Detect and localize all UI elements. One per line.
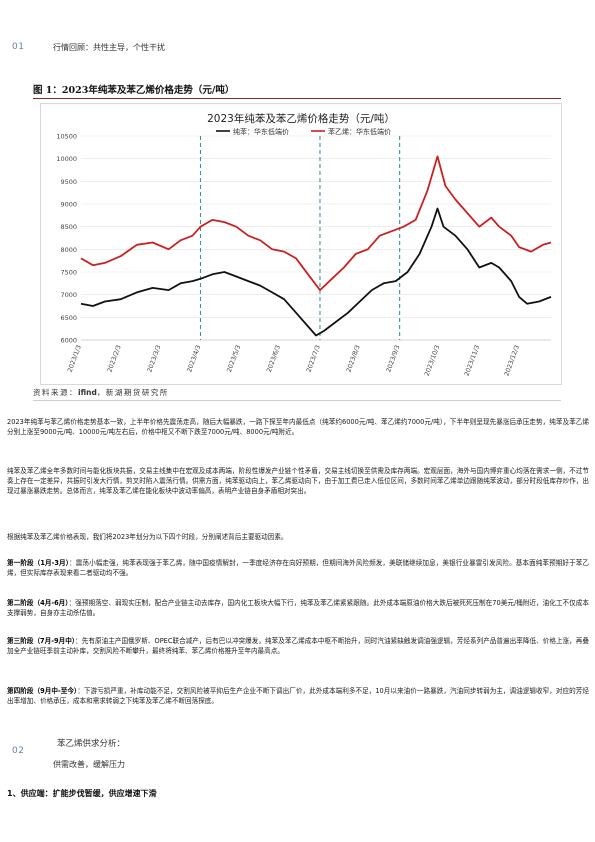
x-tick-label: 2023/10/3 — [424, 344, 442, 377]
paragraph-phase-4: 第四阶段（9月中-至今）：下游亏损严重，补库动能不足，交割风险被平抑后生产企业不… — [7, 686, 589, 706]
phase-2-heading: 第二阶段（4月-6月） — [7, 599, 69, 607]
figure-source: 资料来源：ifind，新湖期货研究所 — [33, 387, 169, 398]
phase-3-heading: 第三阶段（7月-9月中） — [7, 637, 76, 645]
x-axis: 2023/1/3 2023/2/3 2023/3/3 2023/4/3 2023/5/3… — [67, 339, 551, 377]
x-tick-label: 2023/7/3 — [306, 344, 322, 373]
source-suffix: ，新湖期货研究所 — [96, 388, 169, 397]
x-tick-label: 2023/3/3 — [146, 344, 162, 373]
section-title: 行情回顾：共性主导，个性干扰 — [53, 43, 165, 52]
series-line-0 — [80, 207, 552, 337]
y-tick-label: 10000 — [56, 155, 77, 163]
x-tick-label: 2023/8/3 — [345, 344, 361, 373]
source-prefix: 资料来源： — [33, 388, 78, 397]
y-tick-label: 9000 — [60, 201, 77, 209]
phase-2-text: ：强预期落空、弱现实压制，配合产业链主动去库存，国内化工板块大幅下行，纯苯及苯乙… — [7, 599, 589, 618]
x-tick-label: 2023/9/3 — [385, 344, 401, 373]
y-tick-label: 8000 — [60, 246, 77, 254]
y-tick-label: 10500 — [56, 133, 77, 141]
source-rule — [33, 400, 561, 401]
chart-series — [80, 155, 552, 337]
paragraph-phase-2: 第二阶段（4月-6月）：强预期落空、弱现实压制，配合产业链主动去库存，国内化工板… — [7, 598, 589, 618]
y-tick-label: 6000 — [60, 337, 77, 345]
legend-label-1: 苯乙烯：华东低端价 — [328, 127, 391, 136]
chart-legend: 纯苯：华东低端价 苯乙烯：华东低端价 — [216, 127, 391, 136]
phase-1-heading: 第一阶段（1月-3月） — [7, 559, 70, 567]
x-tick-label: 2023/11/3 — [464, 344, 482, 377]
x-tick-label: 2023/2/3 — [106, 344, 122, 373]
y-tick-label: 8500 — [60, 223, 77, 231]
chart-gridlines — [81, 135, 551, 341]
section-2-number: 02 — [12, 746, 25, 756]
series-line-1 — [80, 155, 552, 291]
price-chart: 2023年纯苯及苯乙烯价格走势（元/吨） 纯苯：华东低端价 苯乙烯：华东低端价 6… — [40, 103, 562, 385]
x-tick-label: 2023/4/3 — [186, 344, 202, 373]
x-tick-label: 2023/6/3 — [266, 344, 282, 373]
chart-svg: 2023年纯苯及苯乙烯价格走势（元/吨） 纯苯：华东低端价 苯乙烯：华东低端价 6… — [56, 112, 552, 377]
x-tick-label: 2023/1/3 — [67, 344, 83, 373]
phase-1-text: ：震荡小幅走强，纯苯表现强于苯乙烯，随中国疫情解封，一季度经济存在向好预期，但期… — [7, 559, 589, 578]
x-tick-label: 2023/12/3 — [503, 344, 521, 377]
section-2-title: 苯乙烯供求分析： — [57, 739, 126, 749]
y-axis: 6000 6500 7000 7500 8000 8500 9000 9500 10000 105… — [56, 133, 77, 345]
x-tick-label: 2023/5/3 — [226, 344, 242, 373]
section-2-subtitle: 供需改善，缓解压力 — [53, 760, 125, 769]
supply-heading: 1、供应端：扩能步伐暂缓，供应增速下滑 — [7, 789, 157, 798]
phase-3-text: ：先有原油主产国俄罗斯、OPEC联合减产，后有巴以冲突爆发，纯苯及苯乙烯成本中枢… — [7, 637, 589, 656]
legend-label-0: 纯苯：华东低端价 — [233, 127, 289, 136]
caption-rule — [33, 98, 561, 99]
figure-caption: 图 1：2023年纯苯及苯乙烯价格走势（元/吨） — [33, 85, 235, 96]
paragraph-phase-3: 第三阶段（7月-9月中）：先有原油主产国俄罗斯、OPEC联合减产，后有巴以冲突爆… — [7, 636, 589, 656]
y-tick-label: 7500 — [60, 269, 77, 277]
paragraph-overview: 2023年纯苯与苯乙烯价格走势基本一致，上半年价格先震荡走高，随后大幅暴跌，一路… — [7, 418, 589, 437]
y-tick-label: 9500 — [60, 178, 77, 186]
y-tick-label: 7000 — [60, 291, 77, 299]
phase-dividers — [199, 136, 401, 340]
paragraph-phases-intro: 根据纯苯及苯乙烯价格表现，我们将2023年划分为以下四个时段，分别阐述背后主要驱… — [7, 533, 288, 541]
source-brand: ifind — [78, 388, 97, 397]
section-number: 01 — [12, 42, 25, 52]
y-tick-label: 6500 — [60, 314, 77, 322]
chart-title: 2023年纯苯及苯乙烯价格走势（元/吨） — [207, 112, 395, 125]
phase-4-heading: 第四阶段（9月中-至今） — [7, 687, 78, 695]
paragraph-phase-1: 第一阶段（1月-3月）：震荡小幅走强，纯苯表现强于苯乙烯，随中国疫情解封，一季度… — [7, 558, 589, 578]
paragraph-drivers: 纯苯及苯乙烯全年多数时间与能化板块共振，交易主线集中在宏观及成本两端，阶段性爆发… — [7, 467, 589, 496]
phase-4-text: ：下游亏损严重，补库动能不足，交割风险被平抑后生产企业不断下调出厂价，此外成本端… — [7, 687, 589, 706]
